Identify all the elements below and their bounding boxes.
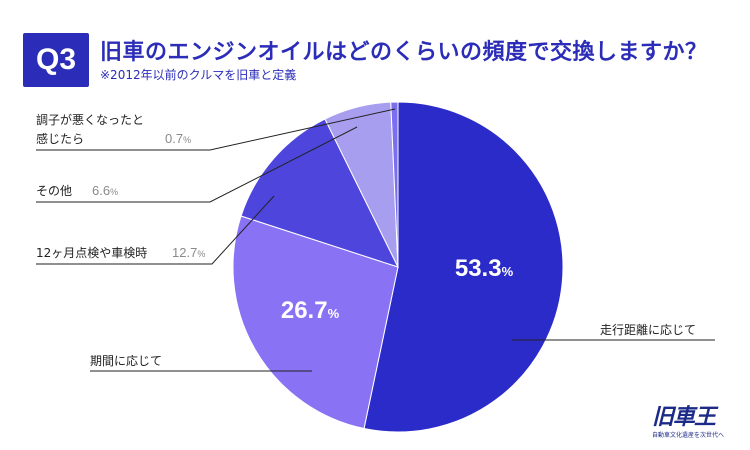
category-label: その他 bbox=[36, 184, 72, 198]
question-badge: Q3 bbox=[23, 33, 89, 87]
brand-logo-text: 旧車王 bbox=[652, 404, 716, 429]
slice-value-label: 53.3% bbox=[455, 255, 514, 282]
leader-line bbox=[36, 126, 358, 203]
category-label: 12ヶ月点検や車検時 bbox=[36, 246, 147, 260]
leader-line bbox=[36, 108, 396, 151]
leader-line bbox=[36, 195, 275, 265]
category-label: 期間に応じて bbox=[90, 354, 162, 368]
brand-tagline: 自動車文化遺産を次世代へ bbox=[652, 432, 725, 439]
pie-slice bbox=[390, 101, 399, 268]
category-label: 調子が悪くなったと bbox=[36, 112, 144, 127]
page-subtitle: ※2012年以前のクルマを旧車と定義 bbox=[100, 68, 297, 82]
pie-slice bbox=[232, 215, 399, 430]
page-title: 旧車のエンジンオイルはどのくらいの頻度で交換しますか？ bbox=[100, 40, 708, 65]
slice-value-label: 0.7% bbox=[165, 131, 191, 146]
category-label: 走行距離に応じて bbox=[600, 323, 696, 337]
pie-slice bbox=[363, 101, 564, 433]
category-label: 感じたら bbox=[36, 131, 84, 146]
brand-logo: 旧車王 自動車文化遺産を次世代へ bbox=[652, 404, 738, 440]
slice-value-label: 12.7% bbox=[172, 245, 205, 260]
pie-slice bbox=[240, 118, 399, 268]
slice-value-label: 26.7% bbox=[281, 297, 340, 324]
slice-value-label: 6.6% bbox=[92, 183, 118, 198]
